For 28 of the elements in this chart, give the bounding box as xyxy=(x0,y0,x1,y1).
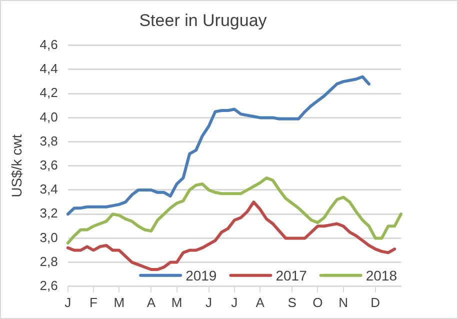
legend-label: 2019 xyxy=(186,267,217,284)
x-tick-label: N xyxy=(338,294,348,310)
y-tick-label: 4,0 xyxy=(40,109,58,124)
x-tick-label: M xyxy=(114,294,125,310)
y-tick-label: 3,2 xyxy=(40,206,58,221)
x-tick-label: S xyxy=(288,294,297,310)
y-tick-label: 3,8 xyxy=(40,133,58,148)
x-tick-label: F xyxy=(90,294,98,310)
legend-label: 2018 xyxy=(366,267,398,284)
y-axis-title: US$/k cwt xyxy=(8,134,24,198)
y-tick-label: 3,6 xyxy=(40,157,58,172)
x-tick-label: A xyxy=(256,294,265,310)
y-tick-label: 4,2 xyxy=(40,85,58,100)
y-tick-label: 3,0 xyxy=(40,230,58,245)
chart-title: Steer in Uruguay xyxy=(139,10,268,30)
y-tick-label: 2,6 xyxy=(40,278,58,293)
x-tick-label: J xyxy=(64,294,72,310)
x-tick-label: D xyxy=(370,294,380,310)
y-tick-label: 4,4 xyxy=(40,61,58,76)
legend-label: 2017 xyxy=(276,267,308,284)
y-tick-label: 3,4 xyxy=(40,182,58,197)
y-tick-label: 4,6 xyxy=(40,36,58,52)
x-tick-label: J xyxy=(231,294,238,310)
x-tick-label: A xyxy=(146,294,156,310)
x-tick-label: O xyxy=(312,294,323,310)
x-tick-label: J xyxy=(206,294,212,310)
y-tick-label: 2,8 xyxy=(40,254,58,269)
x-tick-label: M xyxy=(171,294,182,310)
